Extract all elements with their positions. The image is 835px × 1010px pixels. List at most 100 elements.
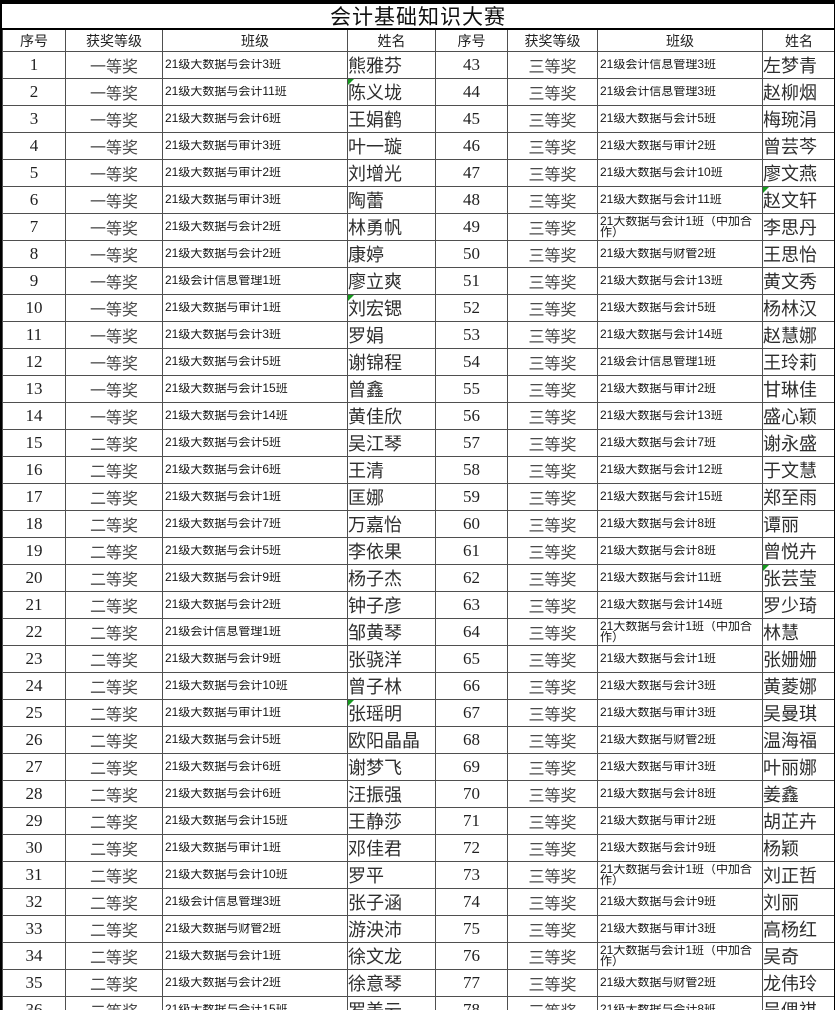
cell-award-level: 一等奖 (65, 78, 163, 106)
table-row: 23 二等奖 21级大数据与会计9班 张骁洋 65 三等奖 21级大数据与会计1班 张姗姗 (2, 645, 834, 673)
cell-class: 21级大数据与会计1班 (162, 483, 348, 511)
cell-class: 21级大数据与审计1班 (162, 834, 348, 862)
cell-class: 21级大数据与会计15班 (162, 996, 348, 1010)
cell-student-name: 邓佳君 (347, 834, 436, 862)
cell-class: 21级大数据与会计8班 (597, 780, 763, 808)
cell-serial-number: 61 (435, 537, 508, 565)
class-text: 21级大数据与会计2班 (165, 599, 282, 611)
class-text: 21级大数据与会计8班 (600, 545, 717, 557)
class-text: 21大数据与会计1班（中加合作） (600, 215, 753, 239)
cell-serial-number: 62 (435, 564, 508, 592)
cell-student-name: 赵慧娜 (762, 321, 834, 349)
cell-serial-number: 20 (2, 564, 66, 592)
cell-award-level: 一等奖 (65, 186, 163, 214)
cell-student-name: 吴江琴 (347, 429, 436, 457)
cell-award-level: 一等奖 (65, 294, 163, 322)
class-text: 21级会计信息管理1班 (600, 356, 717, 368)
class-text: 21级大数据与会计10班 (165, 869, 288, 881)
class-text: 21级大数据与审计2班 (600, 383, 717, 395)
table-row: 21 二等奖 21级大数据与会计2班 钟子彦 63 三等奖 21级大数据与会计14班 罗少琦 (2, 591, 834, 619)
cell-serial-number: 52 (435, 294, 508, 322)
cell-student-name: 熊雅芬 (347, 51, 436, 79)
class-text: 21级大数据与会计10班 (165, 680, 288, 692)
cell-student-name: 曾子林 (347, 672, 436, 700)
class-text: 21级大数据与财管2班 (600, 734, 717, 746)
cell-class: 21级大数据与会计3班 (162, 51, 348, 79)
cell-serial-number: 53 (435, 321, 508, 349)
class-text: 21级大数据与审计1班 (165, 842, 282, 854)
table-row: 10 一等奖 21级大数据与审计1班 刘宏锶 52 三等奖 21级大数据与会计5班 杨林汉 (2, 294, 834, 322)
cell-award-level: 三等奖 (507, 186, 598, 214)
cell-award-level: 一等奖 (65, 105, 163, 133)
class-text: 21级会计信息管理3班 (600, 86, 717, 98)
cell-student-name: 李思丹 (762, 213, 834, 241)
cell-award-level: 二等奖 (65, 753, 163, 781)
cell-award-level: 二等奖 (65, 834, 163, 862)
cell-student-name: 曾芸芩 (762, 132, 834, 160)
cell-student-name: 王玲莉 (762, 348, 834, 376)
cell-award-level: 三等奖 (507, 456, 598, 484)
class-text: 21级大数据与会计6班 (165, 464, 282, 476)
cell-student-name: 盛心颖 (762, 402, 834, 430)
cell-class: 21级大数据与会计2班 (162, 591, 348, 619)
cell-award-level: 二等奖 (65, 618, 163, 646)
class-text: 21级大数据与审计2班 (165, 167, 282, 179)
table-row: 5 一等奖 21级大数据与审计2班 刘增光 47 三等奖 21级大数据与会计10班 廖文燕 (2, 159, 834, 187)
cell-class: 21级大数据与财管2班 (597, 240, 763, 268)
awards-tbody: 1 一等奖 21级大数据与会计3班 熊雅芬 43 三等奖 21级会计信息管理3班 左梦青 2 一等… (2, 51, 834, 1010)
cell-serial-number: 29 (2, 807, 66, 835)
awards-table: 序号 获奖等级 班级 姓名 序号 获奖等级 班级 姓名 1 一等奖 21级大数据与会… (2, 28, 834, 1010)
cell-student-name: 梅琬涓 (762, 105, 834, 133)
cell-class: 21级大数据与会计5班 (597, 105, 763, 133)
cell-student-name: 谭丽 (762, 510, 834, 538)
cell-serial-number: 22 (2, 618, 66, 646)
cell-student-name: 叶丽娜 (762, 753, 834, 781)
cell-class: 21级大数据与会计5班 (162, 429, 348, 457)
cell-student-name: 王娟鹤 (347, 105, 436, 133)
cell-student-name: 吴曼琪 (762, 699, 834, 727)
cell-award-level: 一等奖 (65, 213, 163, 241)
cell-student-name: 刘丽 (762, 888, 834, 916)
cell-serial-number: 76 (435, 942, 508, 970)
cell-serial-number: 21 (2, 591, 66, 619)
cell-class: 21级大数据与会计2班 (162, 213, 348, 241)
table-row: 33 二等奖 21级大数据与财管2班 游泱沛 75 三等奖 21级大数据与审计3班 高杨红 (2, 915, 834, 943)
table-row: 9 一等奖 21级会计信息管理1班 廖立爽 51 三等奖 21级大数据与会计13班 黄文秀 (2, 267, 834, 295)
cell-class: 21大数据与会计1班（中加合作） (597, 618, 763, 646)
table-row: 3 一等奖 21级大数据与会计6班 王娟鹤 45 三等奖 21级大数据与会计5班 梅琬涓 (2, 105, 834, 133)
cell-serial-number: 67 (435, 699, 508, 727)
class-text: 21级大数据与会计13班 (600, 275, 723, 287)
class-text: 21级大数据与会计5班 (165, 356, 282, 368)
header-class-right: 班级 (597, 28, 763, 52)
cell-serial-number: 70 (435, 780, 508, 808)
cell-student-name: 张子涵 (347, 888, 436, 916)
cell-serial-number: 77 (435, 969, 508, 997)
cell-class: 21级大数据与会计11班 (162, 78, 348, 106)
cell-award-level: 三等奖 (507, 429, 598, 457)
cell-student-name: 陈义垅 (347, 78, 436, 106)
cell-serial-number: 30 (2, 834, 66, 862)
cell-serial-number: 3 (2, 105, 66, 133)
cell-class: 21大数据与会计1班（中加合作） (597, 942, 763, 970)
header-name-right: 姓名 (762, 28, 834, 52)
class-text: 21级大数据与会计6班 (165, 788, 282, 800)
class-text: 21级大数据与会计7班 (600, 437, 717, 449)
cell-serial-number: 71 (435, 807, 508, 835)
cell-serial-number: 51 (435, 267, 508, 295)
cell-student-name: 万嘉怡 (347, 510, 436, 538)
cell-serial-number: 16 (2, 456, 66, 484)
class-text: 21级大数据与会计2班 (165, 221, 282, 233)
class-text: 21级大数据与会计11班 (165, 86, 287, 98)
cell-student-name: 王清 (347, 456, 436, 484)
cell-serial-number: 59 (435, 483, 508, 511)
cell-class: 21级大数据与会计7班 (597, 429, 763, 457)
cell-class: 21级大数据与审计3班 (597, 753, 763, 781)
cell-class: 21级大数据与会计6班 (162, 456, 348, 484)
table-row: 13 一等奖 21级大数据与会计15班 曾鑫 55 三等奖 21级大数据与审计2班 甘琳佳 (2, 375, 834, 403)
cell-student-name: 罗娟 (347, 321, 436, 349)
class-text: 21级会计信息管理3班 (600, 59, 717, 71)
header-no-right: 序号 (435, 28, 508, 52)
cell-class: 21级大数据与会计2班 (162, 969, 348, 997)
class-text: 21级会计信息管理1班 (165, 275, 282, 287)
cell-class: 21级大数据与会计11班 (597, 186, 763, 214)
